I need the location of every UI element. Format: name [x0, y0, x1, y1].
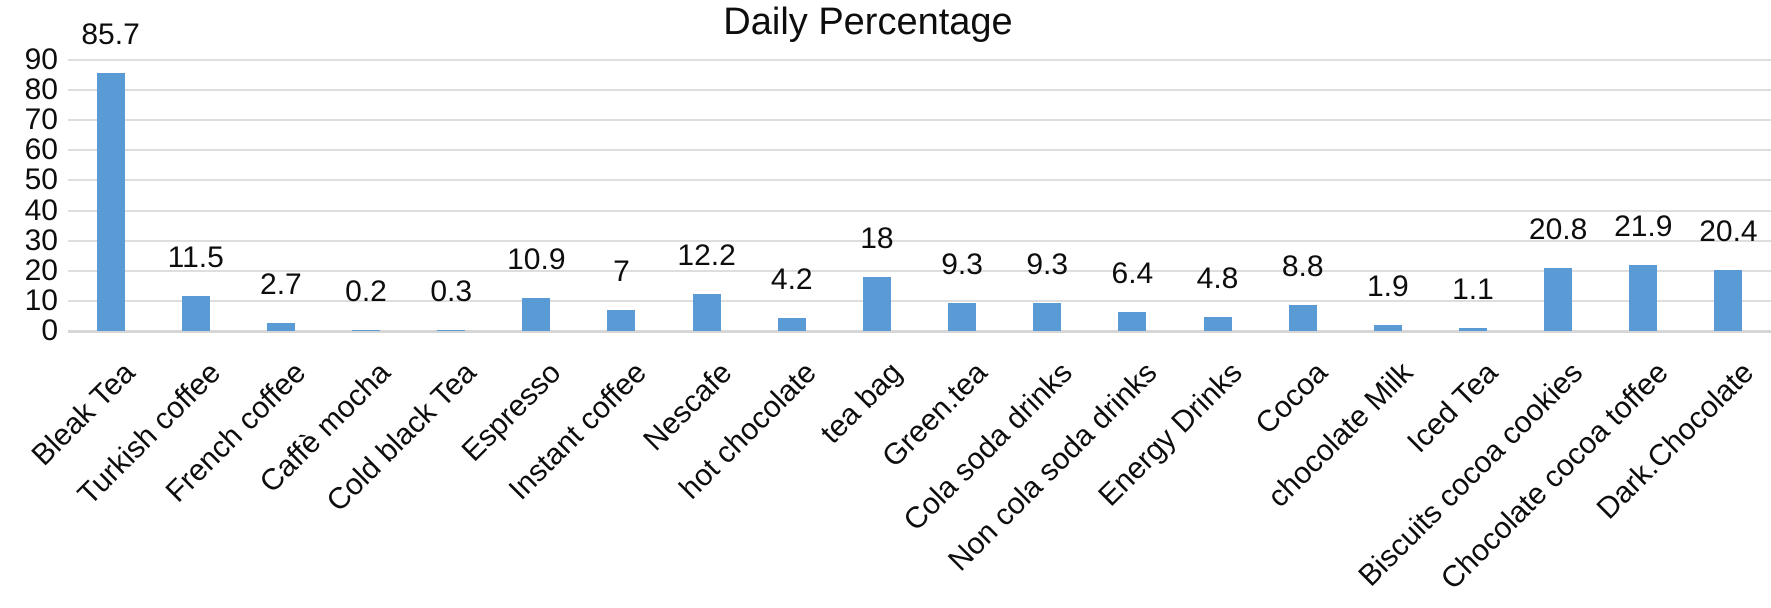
bar [692, 294, 721, 331]
y-tick-label: 30 [24, 223, 58, 257]
bar-value-label: 12.2 [677, 239, 736, 273]
bar-value-label: 20.8 [1528, 213, 1588, 247]
bar [181, 296, 210, 331]
bar-value-label: 0.2 [345, 275, 387, 309]
bar-value-label: 0.3 [430, 275, 473, 309]
y-tick-label: 40 [24, 193, 58, 227]
y-gridline [68, 299, 1771, 302]
bar-value-label: 9.3 [941, 247, 983, 281]
bar-value-label: 20.4 [1699, 214, 1758, 248]
x-axis-line [68, 330, 1771, 333]
bar [1544, 268, 1573, 331]
bar [862, 276, 891, 331]
bar [352, 330, 381, 331]
y-tick-label: 0 [41, 314, 58, 347]
category-label: Cold black Tea [320, 356, 483, 519]
bar-value-label: 11.5 [167, 241, 224, 275]
y-gridline [68, 59, 1771, 61]
bar [96, 72, 125, 331]
bar [1288, 304, 1317, 331]
bar [1373, 325, 1402, 331]
bar-value-label: 8.8 [1281, 249, 1324, 283]
bar [522, 298, 551, 331]
bar-value-label: 4.8 [1196, 261, 1239, 295]
bar [266, 322, 295, 331]
bar-value-label: 6.4 [1111, 256, 1154, 290]
bar-value-label: 18 [860, 221, 894, 255]
bar-value-label: 2.7 [260, 267, 302, 301]
bar [777, 318, 806, 331]
y-tick-label: 70 [24, 103, 58, 137]
y-tick-label: 80 [24, 73, 58, 107]
bar [1118, 311, 1147, 331]
y-gridline [68, 119, 1771, 122]
y-tick-label: 60 [24, 133, 58, 167]
y-gridline [68, 179, 1771, 182]
chart-title: Daily Percentage [723, 1, 1013, 43]
bar-value-label: 4.2 [770, 263, 813, 297]
bar [607, 309, 636, 331]
bar-value-label: 1.9 [1366, 270, 1409, 304]
bar [1033, 302, 1062, 331]
bar [1714, 269, 1743, 331]
bar-value-label: 10.9 [507, 243, 566, 277]
y-gridline [68, 149, 1771, 152]
y-gridline [68, 209, 1771, 212]
bar [948, 302, 977, 331]
bar-value-label: 7 [613, 254, 630, 288]
bar [1203, 316, 1232, 331]
bar-value-label: 1.1 [1452, 272, 1494, 306]
y-gridline [68, 89, 1771, 92]
y-tick-label: 10 [24, 283, 58, 317]
y-tick-label: 50 [24, 163, 58, 197]
y-tick-label: 90 [24, 43, 58, 76]
bar-value-label: 9.3 [1026, 247, 1069, 281]
bar-value-label: 21.9 [1614, 210, 1673, 244]
bar [1629, 265, 1658, 331]
y-gridline [68, 239, 1771, 242]
bar [437, 330, 466, 331]
category-label: Dark.Chocolate [1590, 356, 1760, 526]
bar-value-label: 85.7 [81, 17, 140, 51]
y-gridline [68, 269, 1771, 272]
bar [1458, 327, 1487, 331]
y-tick-label: 20 [24, 253, 58, 287]
